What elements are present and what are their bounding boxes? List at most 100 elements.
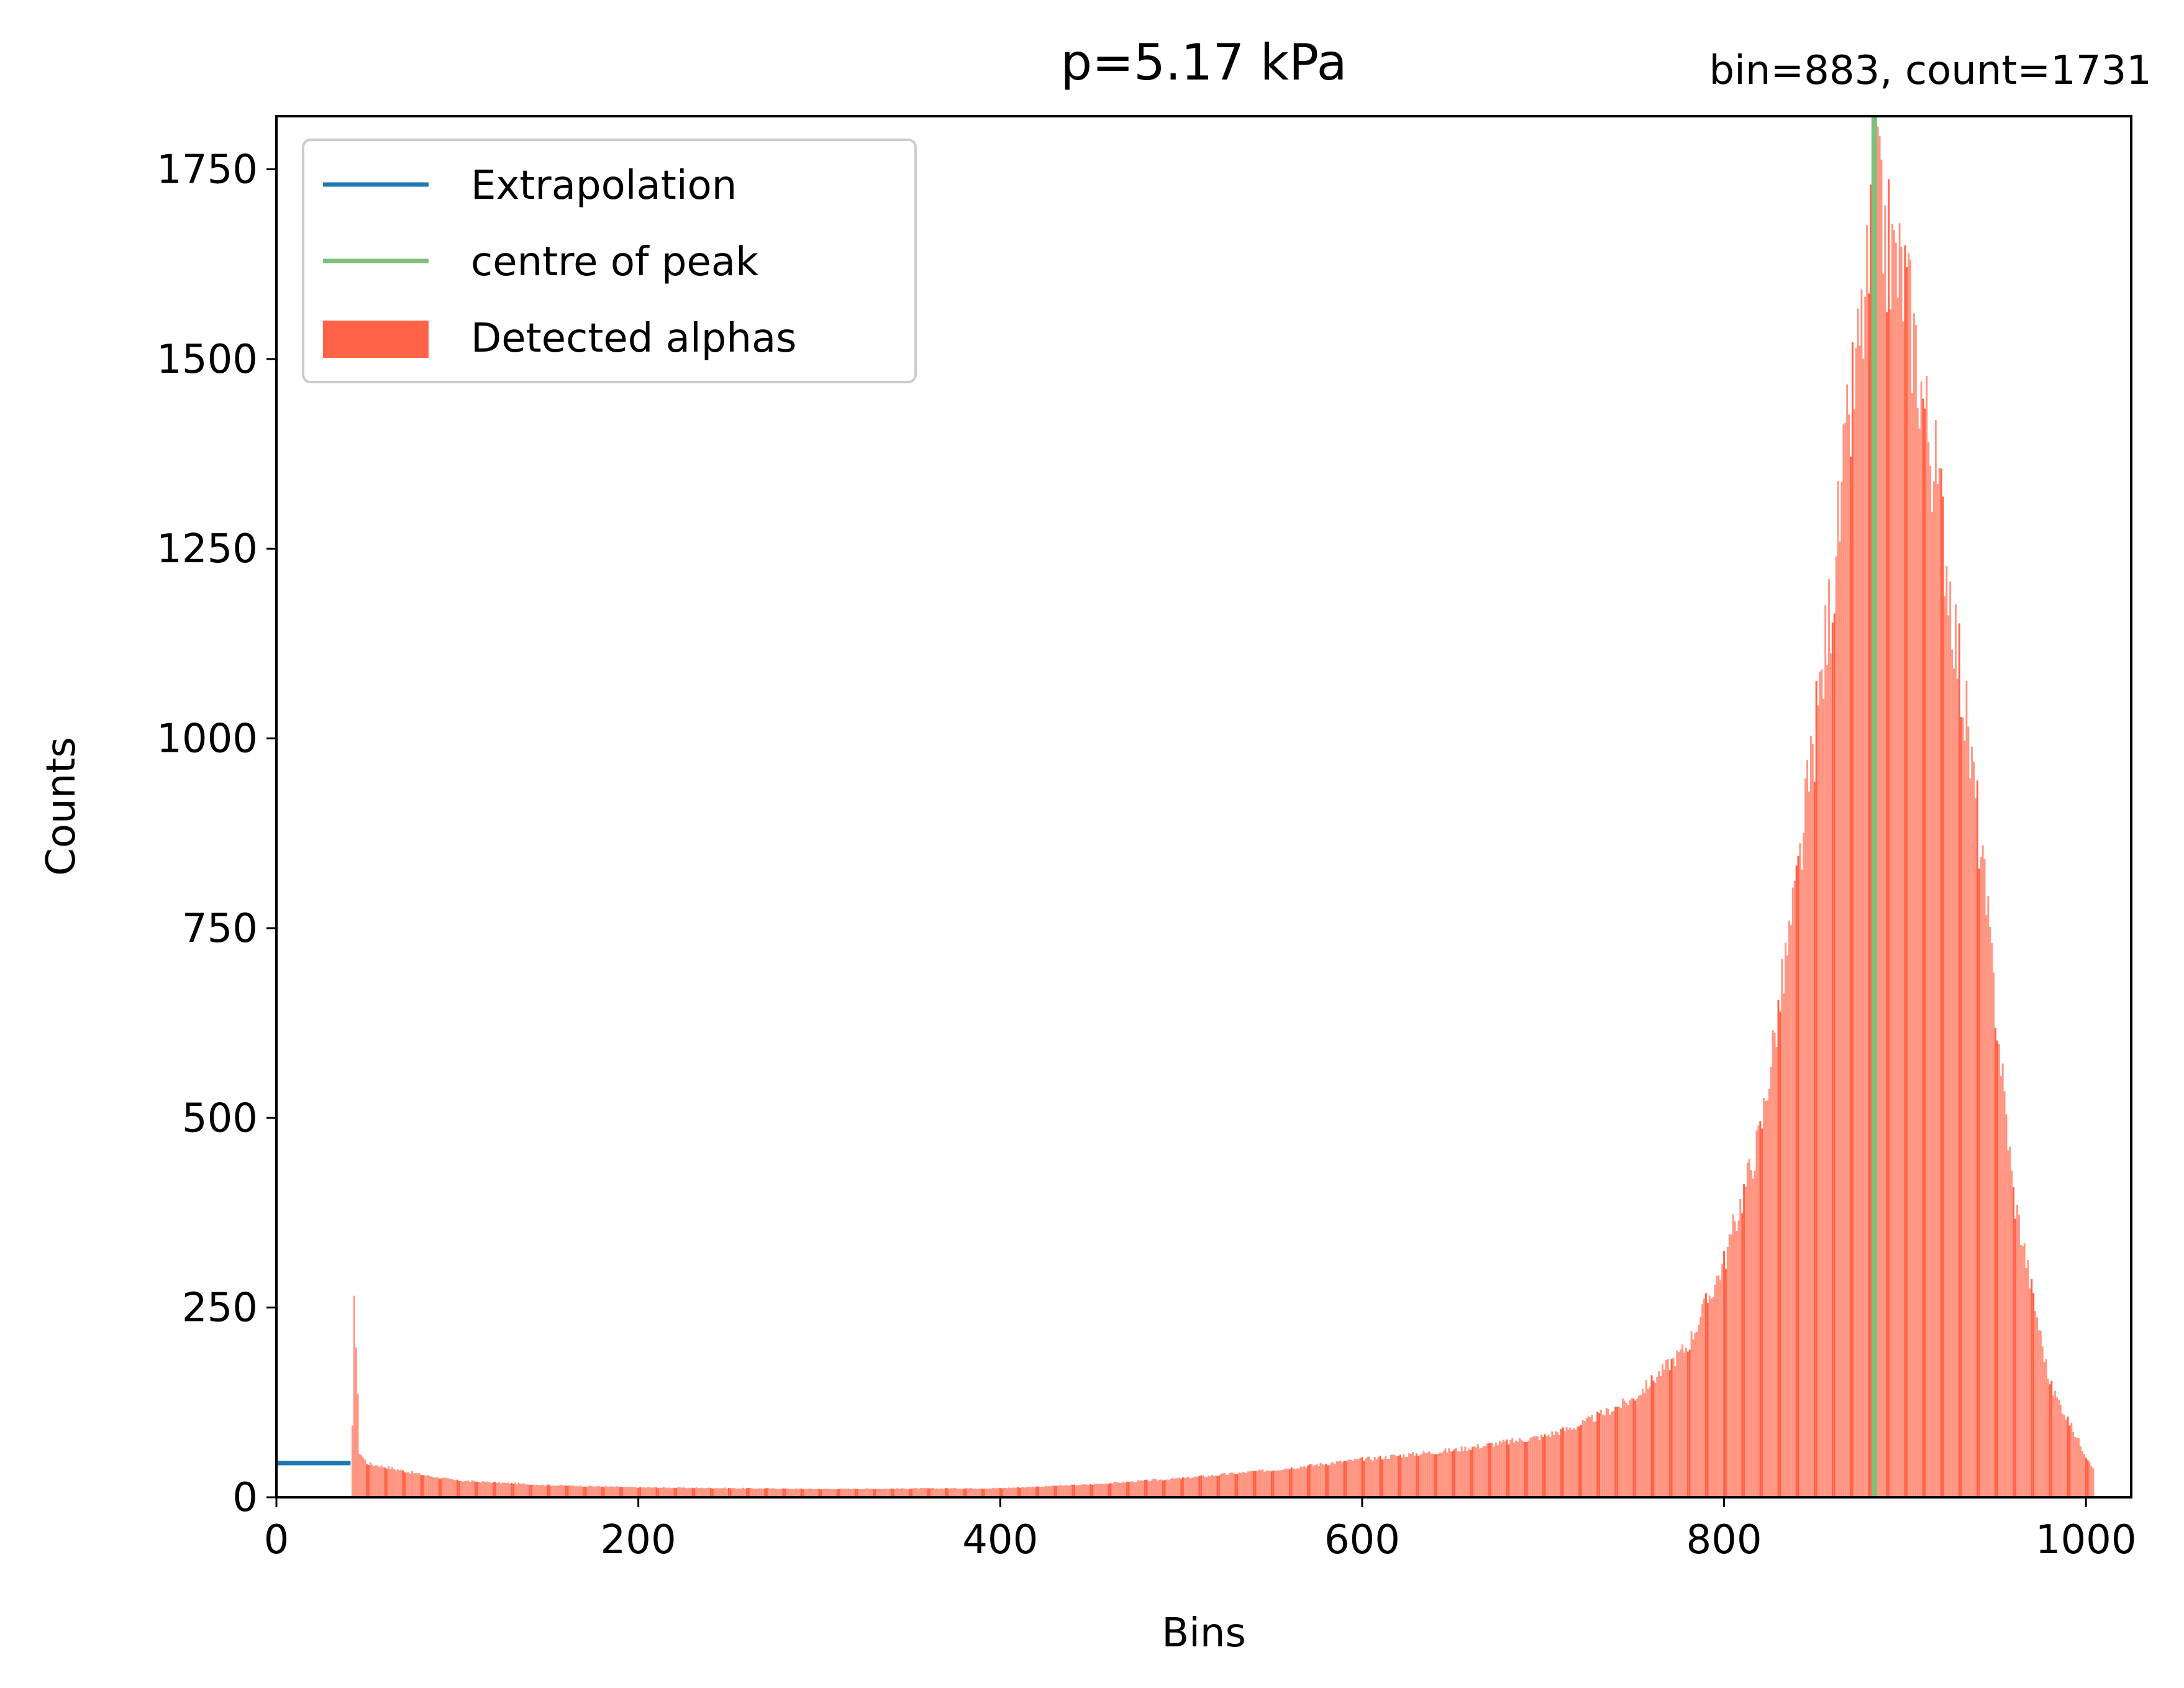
histogram-bar <box>1165 1479 1168 1497</box>
histogram-bar <box>664 1487 667 1497</box>
histogram-bar <box>1135 1482 1137 1497</box>
histogram-bar <box>1401 1458 1403 1497</box>
histogram-bar <box>1826 665 1829 1497</box>
histogram-bar <box>2036 1317 2038 1497</box>
histogram-bar <box>1258 1469 1260 1497</box>
histogram-bar <box>578 1486 580 1497</box>
histogram-bar <box>1842 424 1845 1497</box>
histogram-bar <box>1748 1159 1750 1497</box>
histogram-bar <box>1106 1483 1108 1497</box>
histogram-bar <box>1920 381 1922 1497</box>
histogram-bar <box>1480 1448 1483 1497</box>
histogram-bar <box>402 1470 404 1497</box>
histogram-bar <box>1680 1349 1682 1497</box>
histogram-bar <box>616 1486 618 1497</box>
histogram-bar <box>1632 1398 1635 1497</box>
histogram-bar <box>965 1488 967 1497</box>
histogram-bar <box>668 1487 670 1497</box>
histogram-bar <box>2019 1244 2022 1497</box>
histogram-bar <box>1752 1178 1754 1497</box>
histogram-bar <box>1144 1479 1146 1497</box>
histogram-bar <box>351 1425 353 1497</box>
histogram-bar <box>744 1489 746 1497</box>
histogram-bar <box>532 1484 535 1497</box>
histogram-bar <box>1171 1477 1173 1497</box>
histogram-bar <box>693 1488 696 1497</box>
histogram-bar <box>1509 1440 1512 1497</box>
histogram-bar <box>923 1488 926 1497</box>
histogram-bar <box>601 1486 603 1497</box>
histogram-bar <box>1299 1466 1302 1497</box>
histogram-bar <box>1323 1465 1326 1497</box>
histogram-bar <box>1410 1454 1413 1497</box>
histogram-bar <box>1900 247 1903 1498</box>
histogram-bar <box>1605 1407 1608 1497</box>
histogram-bar <box>740 1488 743 1497</box>
histogram-bar <box>427 1475 430 1497</box>
histogram-bar <box>701 1487 703 1497</box>
histogram-bar <box>1909 259 1912 1497</box>
histogram-bar <box>491 1483 493 1497</box>
histogram-bar <box>1160 1479 1162 1497</box>
histogram-bar <box>1075 1485 1078 1497</box>
histogram-bar <box>1395 1456 1398 1497</box>
histogram-bar <box>364 1459 366 1497</box>
histogram-bar <box>2031 1279 2033 1497</box>
histogram-bar <box>509 1484 511 1497</box>
histogram-bar <box>1072 1484 1074 1497</box>
histogram-bar <box>804 1489 806 1497</box>
histogram-bar <box>572 1485 575 1497</box>
histogram-bar <box>563 1485 565 1497</box>
histogram-bar <box>2083 1454 2085 1497</box>
histogram-bar <box>1444 1448 1447 1497</box>
histogram-bar <box>1147 1481 1150 1497</box>
histogram-bar <box>686 1488 688 1497</box>
histogram-bar <box>476 1481 478 1497</box>
histogram-bar <box>2027 1259 2029 1497</box>
histogram-bar <box>1341 1462 1344 1497</box>
histogram-bar <box>1200 1475 1203 1497</box>
histogram-bar <box>1569 1427 1572 1497</box>
histogram-bar <box>489 1482 491 1497</box>
histogram-bar <box>525 1484 527 1497</box>
legend-box <box>302 139 917 383</box>
histogram-bar <box>767 1488 770 1497</box>
histogram-bar <box>1448 1448 1450 1497</box>
histogram-bar <box>1439 1452 1441 1497</box>
histogram-bar <box>1933 481 1935 1497</box>
histogram-bar <box>1091 1485 1094 1497</box>
histogram-bar <box>1327 1465 1329 1497</box>
histogram-bar <box>371 1464 373 1497</box>
histogram-bar <box>1728 1234 1731 1497</box>
histogram-bar <box>1310 1464 1313 1497</box>
histogram-bar <box>1276 1470 1278 1497</box>
histogram-bar <box>808 1489 809 1497</box>
histogram-bar <box>845 1489 848 1497</box>
histogram-bar <box>2000 1075 2002 1497</box>
histogram-bar <box>1819 672 1821 1497</box>
histogram-bar <box>1368 1456 1371 1497</box>
histogram-bar <box>968 1488 971 1497</box>
histogram-bar <box>635 1487 638 1497</box>
histogram-bar <box>1238 1472 1240 1497</box>
histogram-bar <box>498 1482 500 1497</box>
histogram-bar <box>2032 1293 2035 1497</box>
histogram-bar <box>1321 1464 1324 1497</box>
histogram-bar <box>1593 1421 1595 1497</box>
histogram-bar <box>353 1295 355 1497</box>
histogram-bar <box>1391 1454 1394 1497</box>
histogram-bar <box>1589 1417 1591 1497</box>
histogram-bar <box>836 1489 839 1497</box>
histogram-bar <box>2021 1246 2024 1497</box>
histogram-bar <box>1924 408 1926 1497</box>
y-tick-label: 250 <box>182 1285 258 1331</box>
histogram-bar <box>1504 1441 1506 1497</box>
histogram-bar <box>1001 1488 1003 1497</box>
histogram-bar <box>460 1481 462 1497</box>
histogram-bar <box>809 1488 811 1497</box>
histogram-bar <box>394 1470 397 1497</box>
histogram-bar <box>666 1488 668 1497</box>
histogram-bar <box>1115 1482 1117 1497</box>
histogram-bar <box>2086 1460 2089 1497</box>
histogram-bar <box>1640 1395 1642 1497</box>
